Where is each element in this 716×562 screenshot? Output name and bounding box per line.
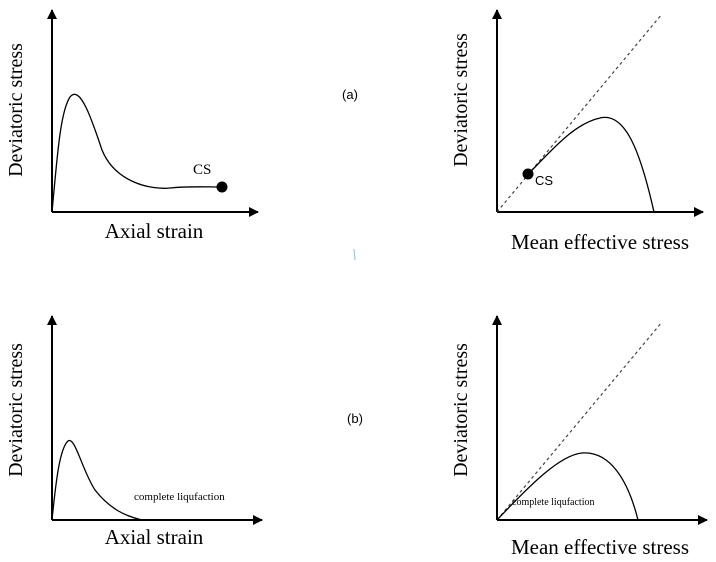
x-axis-label: Mean effective stress [511, 535, 689, 559]
panel-label-a: (a) [342, 87, 358, 102]
x-axis-label: Axial strain [105, 219, 204, 243]
panel-label-b: (b) [347, 411, 363, 426]
critical-state-point [216, 181, 228, 193]
liquefaction-label: complete liqufaction [512, 497, 594, 508]
panel-a-left: CS Deviatoric stress Axial strain [5, 9, 259, 243]
critical-state-line [496, 321, 663, 521]
stress-strain-curve [51, 440, 143, 521]
artifact-mark [353, 248, 356, 261]
stress-path-curve [527, 116, 655, 213]
panel-b-right: complete liqufaction Deviatoric stress M… [450, 315, 708, 559]
y-axis-label: Deviatoric stress [450, 343, 472, 477]
stress-strain-curve [51, 93, 223, 213]
stress-path-curve [496, 452, 639, 521]
cs-label: CS [535, 173, 553, 188]
cs-label: CS [193, 162, 211, 178]
liquefaction-label: complete liqufaction [134, 491, 225, 503]
critical-state-line [496, 13, 663, 213]
y-axis-label: Deviatoric stress [5, 43, 27, 177]
x-axis-label: Axial strain [105, 525, 204, 549]
y-axis-label: Deviatoric stress [450, 33, 472, 167]
y-axis-label: Deviatoric stress [5, 343, 27, 477]
critical-state-point [522, 168, 534, 180]
x-axis-label: Mean effective stress [511, 230, 689, 254]
panel-a-right: CS Deviatoric stress Mean effective stre… [450, 9, 704, 254]
panel-b-left: complete liqufaction Deviatoric stress A… [5, 315, 263, 549]
